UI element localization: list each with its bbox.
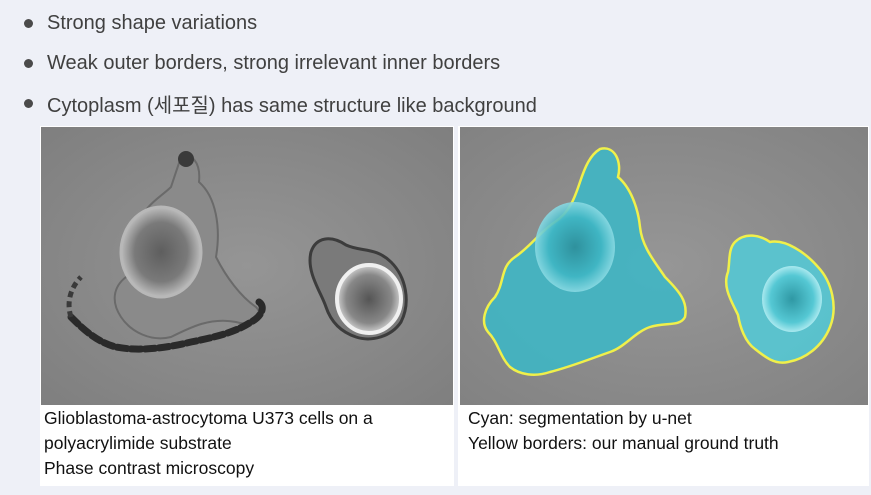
bullet-item: Weak outer borders, strong irrelevant in… [24,48,500,78]
left-caption: Glioblastoma-astrocytoma U373 cells on a… [44,406,373,481]
caption-line: Yellow borders: our manual ground truth [468,431,779,456]
caption-line: Glioblastoma-astrocytoma U373 cells on a [44,406,373,431]
right-caption: Cyan: segmentation by u-net Yellow borde… [468,406,779,456]
bullet-item: Cytoplasm (세포질) has same structure like … [24,88,537,118]
right-figure: Cyan: segmentation by u-net Yellow borde… [458,126,869,486]
bullet-dot-icon [24,19,33,28]
bullet-text: Weak outer borders, strong irrelevant in… [47,52,500,75]
caption-line: polyacrylimide substrate [44,431,373,456]
bullet-dot-icon [24,99,33,108]
caption-line: Cyan: segmentation by u-net [468,406,779,431]
left-figure: Glioblastoma-astrocytoma U373 cells on a… [40,126,454,486]
bullet-dot-icon [24,59,33,68]
caption-line: Phase contrast microscopy [44,456,373,481]
bullet-text: Strong shape variations [47,12,257,35]
bullet-text: Cytoplasm (세포질) has same structure like … [47,89,537,118]
segmentation-image [460,127,868,405]
bullet-item: Strong shape variations [24,8,257,38]
microscopy-image [41,127,453,405]
